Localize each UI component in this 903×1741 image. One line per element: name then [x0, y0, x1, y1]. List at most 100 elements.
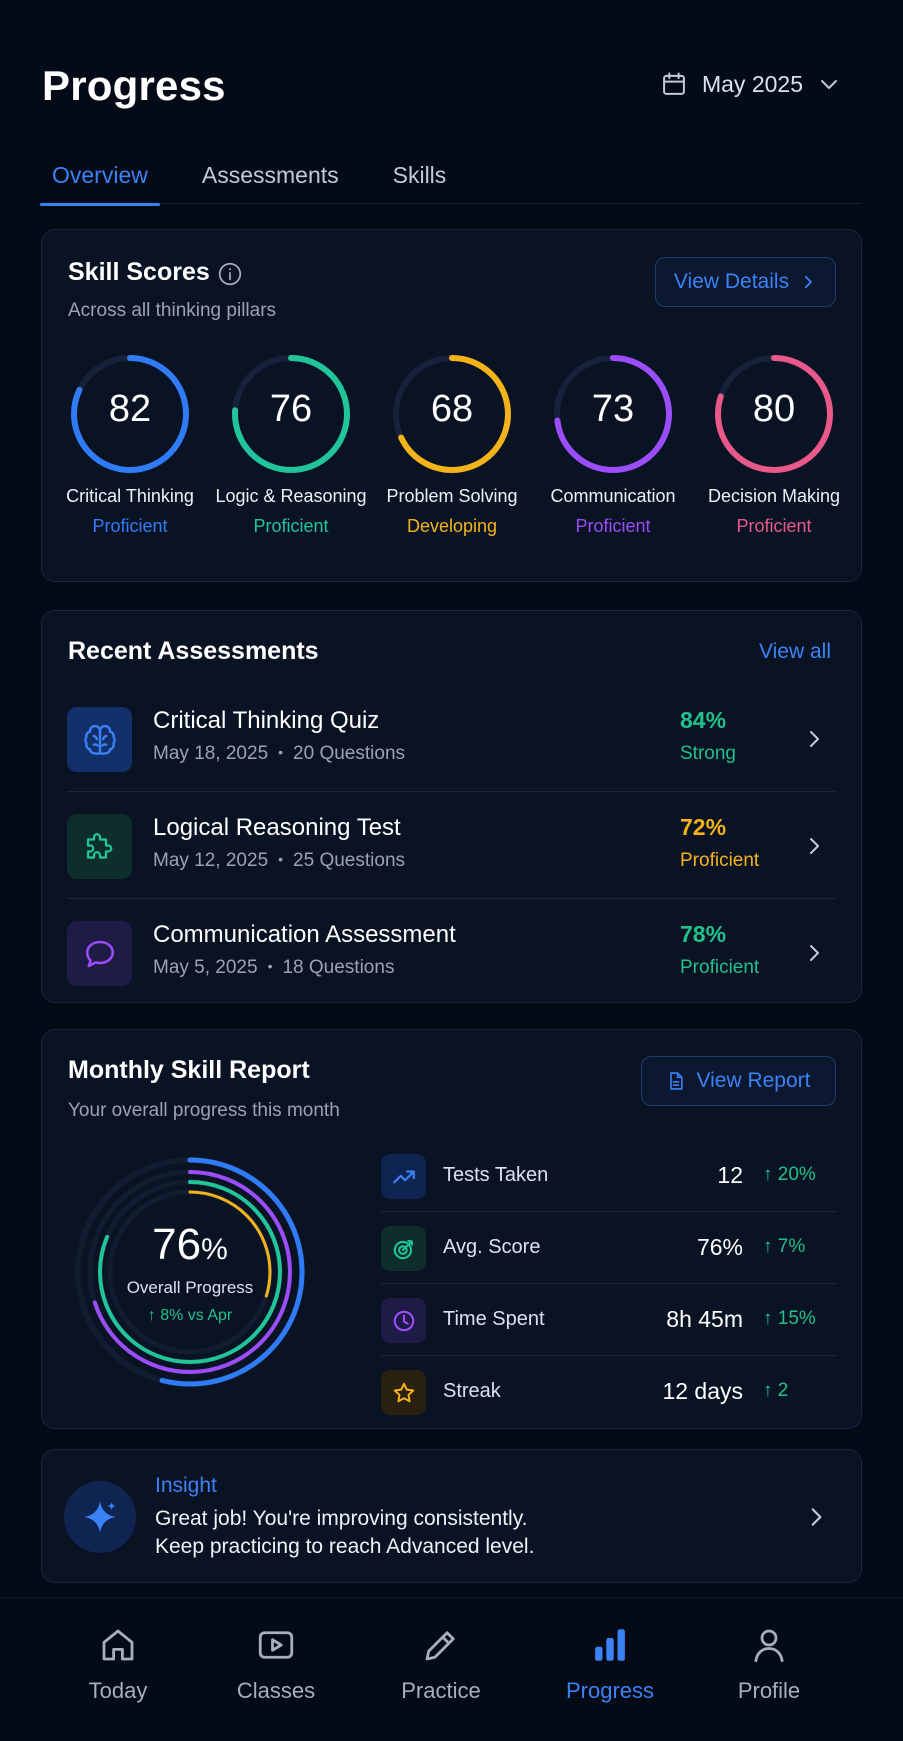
assessment-level: Strong — [680, 743, 736, 764]
stat-row: Avg. Score 76% ↑ 7% — [381, 1212, 837, 1284]
skill-scores-subtitle: Across all thinking pillars — [68, 300, 277, 321]
assessment-name: Logical Reasoning Test — [153, 814, 401, 841]
clock-icon — [381, 1298, 426, 1343]
progress-ring-green — [98, 1180, 282, 1364]
bullet-separator: • — [278, 744, 284, 760]
skill-ring — [232, 355, 350, 473]
nav-classes-label: Classes — [236, 1678, 316, 1703]
skill-level: Proficient — [92, 516, 168, 536]
insight-line-1: Great job! You're improving consistently… — [155, 1507, 528, 1530]
chevron-right-icon — [811, 1508, 822, 1526]
chevron-right-icon — [810, 945, 819, 961]
stat-delta: ↑ 7% — [763, 1236, 806, 1257]
chevron-right-icon — [810, 838, 819, 854]
nav-progress[interactable]: Progress — [540, 1624, 680, 1704]
skill-level: Developing — [406, 516, 498, 536]
calendar-icon — [663, 72, 685, 95]
assessment-questions: 18 Questions — [282, 957, 395, 978]
view-details-button[interactable]: View Details — [655, 257, 836, 307]
nav-progress-label: Progress — [565, 1678, 655, 1703]
view-details-label: View Details — [673, 270, 790, 293]
tab-overview[interactable]: Overview — [40, 158, 160, 206]
skill-ring — [554, 355, 672, 473]
chevron-down-icon — [821, 80, 837, 89]
assessment-name: Critical Thinking Quiz — [153, 707, 380, 734]
assessment-row[interactable]: Critical Thinking Quiz May 18, 2025 • 20 Qu… — [67, 685, 836, 792]
skill-ring-arc — [554, 355, 672, 473]
page-title: Progress — [42, 62, 226, 109]
stat-row: Tests Taken 12 ↑ 20% — [381, 1140, 837, 1212]
skill-name: Critical Thinking — [66, 486, 194, 506]
assessment-date: May 12, 2025 — [153, 850, 269, 871]
skill-level: Proficient — [575, 516, 651, 536]
month-picker[interactable]: May 2025 — [660, 70, 841, 98]
skill-ring — [71, 355, 189, 473]
skill-score: 76 — [269, 388, 313, 430]
assessment-percent: 78% — [680, 921, 727, 947]
nav-classes[interactable]: Classes — [206, 1624, 346, 1704]
view-report-label: View Report — [696, 1069, 811, 1092]
brain-icon — [67, 707, 132, 772]
stat-value: 8h 45m — [666, 1306, 743, 1332]
insight-line-2: Keep practicing to reach Advanced level. — [155, 1535, 535, 1558]
play-icon — [258, 1631, 294, 1659]
skill-ring-item[interactable]: 80 Decision Making Proficient — [694, 352, 854, 537]
view-report-button[interactable]: View Report — [641, 1056, 836, 1106]
nav-profile-label: Profile — [737, 1678, 801, 1703]
stat-delta: ↑ 20% — [763, 1164, 816, 1185]
month-label: May 2025 — [701, 70, 803, 97]
chevron-right-icon — [810, 731, 819, 747]
skill-score: 80 — [752, 388, 796, 430]
skill-ring-item[interactable]: 76 Logic & Reasoning Proficient — [211, 352, 371, 537]
stat-label: Time Spent — [443, 1308, 545, 1330]
nav-practice[interactable]: Practice — [371, 1624, 511, 1704]
progress-ring-blue — [75, 1157, 305, 1387]
insight-title: Insight — [155, 1474, 217, 1497]
overall-progress-rings — [75, 1157, 305, 1387]
target-icon — [381, 1226, 426, 1271]
skill-score: 82 — [108, 388, 152, 430]
stat-delta: ↑ 15% — [763, 1308, 816, 1329]
bar-chart-icon — [595, 1629, 625, 1661]
recent-assessments-title: Recent Assessments — [68, 637, 319, 665]
nav-today[interactable]: Today — [48, 1624, 188, 1704]
skill-ring-item[interactable]: 73 Communication Proficient — [533, 352, 693, 537]
user-icon — [754, 1629, 784, 1663]
skill-score: 68 — [430, 388, 474, 430]
recent-assessments-card: Recent Assessments View all Critical Thi… — [41, 610, 862, 1003]
document-icon — [670, 1072, 684, 1090]
stat-value: 12 days — [662, 1378, 743, 1404]
skill-ring — [715, 355, 833, 473]
assessment-date: May 18, 2025 — [153, 743, 269, 764]
pencil-icon — [425, 1631, 455, 1661]
info-icon[interactable] — [217, 261, 243, 287]
skill-name: Logic & Reasoning — [215, 486, 367, 506]
skill-level: Proficient — [736, 516, 812, 536]
nav-practice-label: Practice — [401, 1678, 481, 1703]
view-all-link[interactable]: View all — [759, 640, 831, 663]
nav-profile[interactable]: Profile — [699, 1624, 839, 1704]
tab-assessments[interactable]: Assessments — [201, 162, 339, 188]
assessment-row[interactable]: Communication Assessment May 5, 2025 • 18 Q… — [67, 899, 836, 1006]
skill-ring-arc — [715, 355, 833, 473]
skill-ring-item[interactable]: 82 Critical Thinking Proficient — [50, 352, 210, 537]
skill-name: Decision Making — [707, 486, 841, 506]
assessment-percent: 72% — [680, 814, 727, 840]
sparkle-icon — [64, 1481, 136, 1553]
bullet-separator: • — [267, 958, 273, 974]
stat-label: Streak — [443, 1380, 501, 1402]
overall-progress-value: 76 — [152, 1220, 202, 1269]
skill-ring-arc — [71, 355, 189, 473]
header: Progress May 2025 — [42, 62, 861, 118]
insight-card[interactable]: Insight Great job! You're improving cons… — [41, 1449, 862, 1583]
monthly-report-title: Monthly Skill Report — [68, 1056, 310, 1084]
stat-delta: ↑ 2 — [763, 1380, 789, 1401]
skill-ring-item[interactable]: 68 Problem Solving Developing — [372, 352, 532, 537]
skill-ring-arc — [232, 355, 350, 473]
monthly-report-card: Monthly Skill Report Your overall progre… — [41, 1029, 862, 1429]
chevron-right-icon — [804, 275, 812, 289]
assessment-row[interactable]: Logical Reasoning Test May 12, 2025 • 25 Qu… — [67, 792, 836, 899]
assessment-questions: 25 Questions — [293, 850, 406, 871]
stat-value: 12 — [717, 1162, 743, 1188]
tab-skills[interactable]: Skills — [392, 162, 447, 188]
